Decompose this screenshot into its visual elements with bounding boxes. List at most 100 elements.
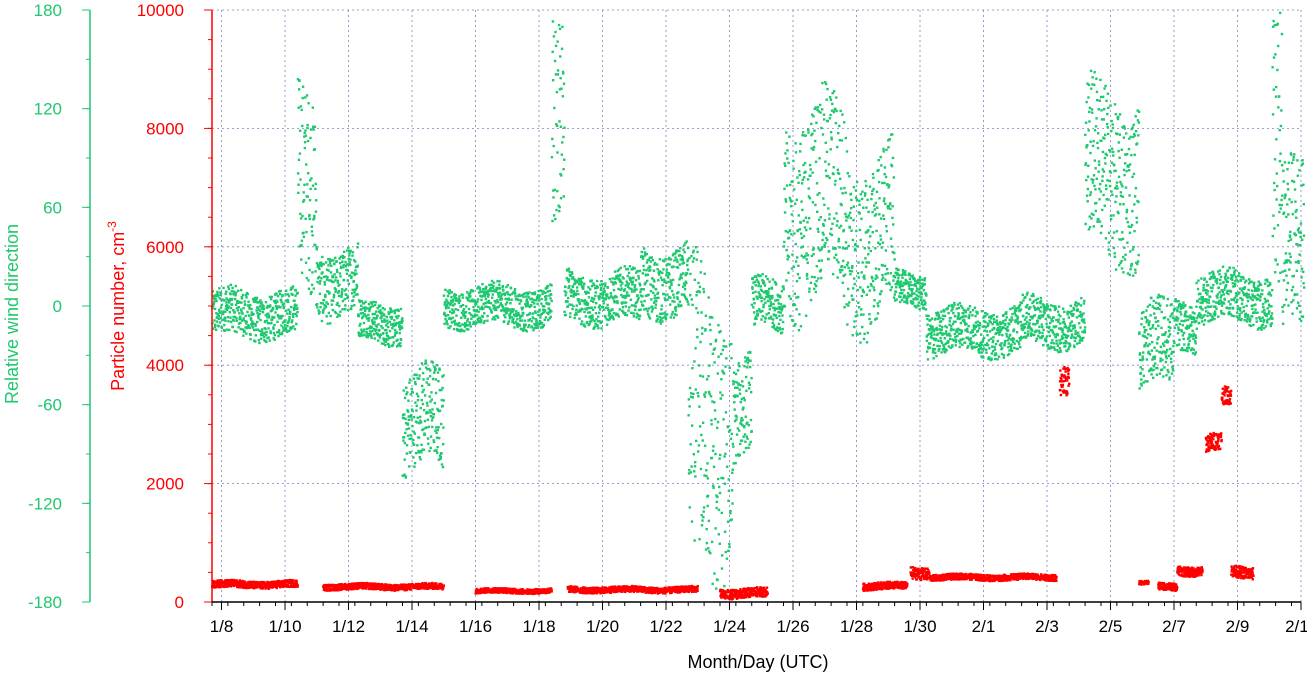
- wind-point: [728, 545, 731, 549]
- wind-point: [936, 333, 939, 337]
- wind-point: [641, 295, 644, 298]
- wind-point: [949, 334, 952, 337]
- wind-point: [276, 320, 279, 324]
- wind-point: [427, 442, 430, 445]
- wind-point: [1082, 318, 1086, 321]
- wind-point: [949, 325, 953, 328]
- wind-point: [995, 331, 998, 335]
- wind-point: [1195, 281, 1198, 285]
- wind-point: [916, 287, 919, 290]
- wind-point: [579, 309, 582, 313]
- wind-point: [546, 318, 550, 322]
- wind-point: [273, 333, 277, 337]
- wind-point: [646, 273, 650, 276]
- wind-point: [1177, 300, 1180, 303]
- wind-point: [1068, 311, 1071, 314]
- wind-point: [721, 369, 724, 373]
- wind-point: [1066, 330, 1070, 333]
- wind-point: [1016, 318, 1019, 321]
- wind-point: [1107, 106, 1110, 110]
- wind-point: [612, 288, 616, 292]
- wind-point: [1080, 339, 1084, 342]
- wind-point: [718, 542, 721, 545]
- wind-point: [1169, 357, 1173, 360]
- wind-point: [592, 284, 596, 287]
- wind-point: [393, 310, 396, 313]
- wind-point: [337, 294, 341, 298]
- wind-point: [1104, 152, 1107, 156]
- wind-point: [285, 312, 289, 315]
- wind-point: [845, 263, 849, 267]
- wind-point: [287, 308, 290, 311]
- wind-point: [489, 307, 492, 310]
- wind-point: [1020, 327, 1023, 330]
- wind-point: [492, 284, 495, 288]
- wind-point: [1108, 184, 1112, 188]
- wind-point: [1086, 200, 1089, 203]
- wind-point: [1035, 307, 1038, 311]
- wind-point: [633, 290, 636, 293]
- wind-point: [354, 293, 357, 296]
- wind-point: [589, 288, 592, 291]
- wind-point: [422, 428, 425, 431]
- wind-point: [260, 332, 263, 336]
- wind-point: [716, 420, 720, 424]
- wind-point: [380, 315, 383, 319]
- wind-point: [772, 302, 775, 306]
- wind-point: [1095, 90, 1099, 94]
- wind-point: [414, 451, 418, 455]
- wind-point: [615, 276, 619, 280]
- wind-point: [668, 303, 672, 306]
- wind-point: [761, 273, 764, 276]
- wind-point: [376, 334, 380, 337]
- wind-point: [923, 303, 927, 306]
- wind-point: [1001, 321, 1004, 325]
- wind-point: [1139, 358, 1142, 362]
- wind-point: [993, 320, 996, 324]
- wind-point: [1026, 332, 1030, 336]
- wind-point: [710, 456, 714, 460]
- wind-point: [832, 166, 835, 169]
- wind-point: [1110, 129, 1113, 133]
- wind-point: [577, 292, 580, 296]
- wind-point: [1172, 316, 1175, 319]
- wind-point: [468, 291, 472, 295]
- wind-point: [1130, 223, 1134, 227]
- wind-point: [845, 247, 848, 250]
- wind-point: [1012, 340, 1015, 344]
- wind-point: [991, 340, 995, 344]
- wind-point: [354, 288, 358, 291]
- wind-point: [880, 290, 883, 293]
- wind-point: [763, 282, 766, 285]
- wind-point: [492, 281, 496, 284]
- wind-point: [736, 394, 739, 398]
- wind-point: [351, 288, 354, 292]
- wind-point: [486, 289, 490, 293]
- wind-point: [827, 257, 830, 261]
- wind-point: [426, 437, 430, 440]
- wind-point: [215, 316, 219, 319]
- wind-point: [314, 210, 318, 213]
- wind-point: [302, 235, 306, 239]
- wind-point: [803, 161, 807, 165]
- wind-point: [349, 307, 353, 311]
- wind-point: [277, 330, 281, 334]
- wind-point: [737, 382, 740, 385]
- wind-point: [981, 340, 984, 343]
- wind-point: [807, 195, 811, 198]
- wind-point: [917, 278, 920, 282]
- wind-point: [519, 299, 523, 303]
- wind-point: [774, 282, 777, 285]
- wind-point: [616, 269, 619, 273]
- wind-point: [296, 172, 300, 175]
- wind-point: [753, 317, 757, 320]
- wind-point: [724, 550, 727, 554]
- wind-point: [541, 325, 545, 328]
- wind-point: [608, 277, 612, 281]
- wind-point: [585, 300, 588, 303]
- wind-point: [1020, 301, 1024, 305]
- wind-point: [277, 305, 280, 308]
- wind-point: [1102, 118, 1105, 121]
- wind-point: [320, 264, 323, 268]
- wind-point: [851, 334, 854, 337]
